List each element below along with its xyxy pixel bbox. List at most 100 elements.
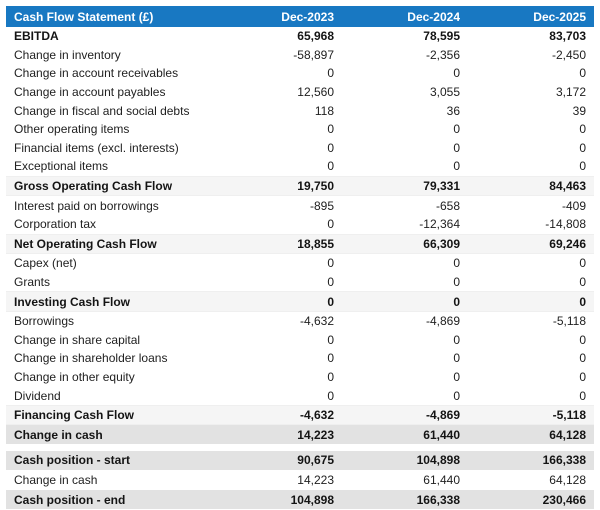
- cell-value: 18,855: [216, 233, 342, 255]
- cell-value: 61,440: [342, 470, 468, 490]
- column-header-dec-2025: Dec-2025: [468, 6, 594, 27]
- cell-value: -2,356: [342, 45, 468, 65]
- cell-value: 0: [468, 138, 594, 158]
- cell-value: 0: [216, 367, 342, 387]
- cell-value: 64,128: [468, 424, 594, 446]
- cell-value: 0: [342, 64, 468, 83]
- column-header-dec-2024: Dec-2024: [342, 6, 468, 27]
- cell-value: -14,808: [468, 214, 594, 235]
- cell-value: 0: [216, 119, 342, 139]
- cell-value: 230,466: [468, 489, 594, 510]
- cell-value: 0: [468, 349, 594, 368]
- cell-value: 0: [468, 272, 594, 292]
- cell-value: 65,968: [216, 27, 342, 46]
- row-label: Gross Operating Cash Flow: [6, 175, 216, 197]
- table-row: Gross Operating Cash Flow 19,750 79,331 …: [6, 175, 594, 197]
- row-label: Change in fiscal and social debts: [6, 101, 216, 120]
- cell-value: 83,703: [468, 27, 594, 46]
- cell-value: -58,897: [216, 45, 342, 65]
- cell-value: 66,309: [342, 233, 468, 255]
- cell-value: 0: [216, 330, 342, 350]
- cell-value: 0: [468, 330, 594, 350]
- table-row: Corporation tax 0 -12,364 -14,808: [6, 214, 594, 235]
- cell-value: 0: [342, 330, 468, 350]
- cell-value: 0: [468, 119, 594, 139]
- cell-value: 0: [468, 367, 594, 387]
- row-label: Investing Cash Flow: [6, 291, 216, 312]
- table-row: Interest paid on borrowings -895 -658 -4…: [6, 195, 594, 215]
- cell-value: 0: [468, 64, 594, 83]
- table-row: Dividend 0 0 0: [6, 386, 594, 406]
- cell-value: -12,364: [342, 214, 468, 235]
- cell-value: 36: [342, 101, 468, 120]
- row-label: Change in account receivables: [6, 64, 216, 83]
- row-label: Borrowings: [6, 311, 216, 331]
- cell-value: 14,223: [216, 424, 342, 446]
- cell-value: 69,246: [468, 233, 594, 255]
- cell-value: 0: [468, 386, 594, 406]
- cell-value: 0: [342, 157, 468, 177]
- cell-value: 0: [342, 138, 468, 158]
- cell-value: 0: [216, 349, 342, 368]
- cell-value: 0: [342, 119, 468, 139]
- row-label: Interest paid on borrowings: [6, 195, 216, 215]
- table-row: Investing Cash Flow 0 0 0: [6, 291, 594, 312]
- cell-value: 0: [216, 64, 342, 83]
- row-label: Change in cash: [6, 424, 216, 446]
- cell-value: -2,450: [468, 45, 594, 65]
- header-row: Cash Flow Statement (£) Dec-2023 Dec-202…: [6, 6, 594, 27]
- cell-value: 104,898: [342, 450, 468, 471]
- table-row: Grants 0 0 0: [6, 272, 594, 292]
- row-label: Grants: [6, 272, 216, 292]
- cell-value: 166,338: [468, 450, 594, 471]
- table-row: Change in fiscal and social debts 118 36…: [6, 101, 594, 120]
- table-row: Financial items (excl. interests) 0 0 0: [6, 138, 594, 158]
- cell-value: 166,338: [342, 489, 468, 510]
- table-row: Borrowings -4,632 -4,869 -5,118: [6, 311, 594, 331]
- cell-value: -4,869: [342, 311, 468, 331]
- table-row: Change in cash 14,223 61,440 64,128: [6, 424, 594, 446]
- row-label: Dividend: [6, 386, 216, 406]
- cell-value: 0: [342, 272, 468, 292]
- table-body: EBITDA 65,968 78,595 83,703 Change in in…: [6, 27, 594, 510]
- table-row: Change in share capital 0 0 0: [6, 330, 594, 350]
- cell-value: 84,463: [468, 175, 594, 197]
- row-label: Financial items (excl. interests): [6, 138, 216, 158]
- cell-value: 0: [216, 291, 342, 312]
- cell-value: 0: [216, 272, 342, 292]
- table-row: Net Operating Cash Flow 18,855 66,309 69…: [6, 233, 594, 255]
- cash-flow-table: Cash Flow Statement (£) Dec-2023 Dec-202…: [6, 6, 594, 510]
- table-header: Cash Flow Statement (£) Dec-2023 Dec-202…: [6, 6, 594, 27]
- table-row: Change in account payables 12,560 3,055 …: [6, 82, 594, 102]
- cell-value: -4,632: [216, 404, 342, 426]
- cell-value: 104,898: [216, 489, 342, 510]
- row-label: Cash position - end: [6, 489, 216, 510]
- cell-value: 61,440: [342, 424, 468, 446]
- table-row: Exceptional items 0 0 0: [6, 157, 594, 177]
- column-header-dec-2023: Dec-2023: [216, 6, 342, 27]
- row-label: Capex (net): [6, 253, 216, 273]
- table-row: Change in account receivables 0 0 0: [6, 64, 594, 83]
- cell-value: 78,595: [342, 27, 468, 46]
- table-row: Change in cash 14,223 61,440 64,128: [6, 470, 594, 490]
- row-label: Change in shareholder loans: [6, 349, 216, 368]
- cell-value: 14,223: [216, 470, 342, 490]
- cell-value: -4,632: [216, 311, 342, 331]
- row-label: Change in inventory: [6, 45, 216, 65]
- table-title: Cash Flow Statement (£): [6, 6, 216, 27]
- spacer-cell: [6, 444, 594, 451]
- cell-value: 0: [468, 291, 594, 312]
- cell-value: 0: [216, 214, 342, 235]
- cell-value: 0: [216, 253, 342, 273]
- row-label: EBITDA: [6, 27, 216, 46]
- row-label: Change in account payables: [6, 82, 216, 102]
- cell-value: 3,055: [342, 82, 468, 102]
- cell-value: 79,331: [342, 175, 468, 197]
- cell-value: 39: [468, 101, 594, 120]
- table-row: Other operating items 0 0 0: [6, 119, 594, 139]
- cell-value: 0: [342, 253, 468, 273]
- table-row: Change in inventory -58,897 -2,356 -2,45…: [6, 45, 594, 65]
- cell-value: 3,172: [468, 82, 594, 102]
- table-row: EBITDA 65,968 78,595 83,703: [6, 27, 594, 46]
- row-label: Exceptional items: [6, 157, 216, 177]
